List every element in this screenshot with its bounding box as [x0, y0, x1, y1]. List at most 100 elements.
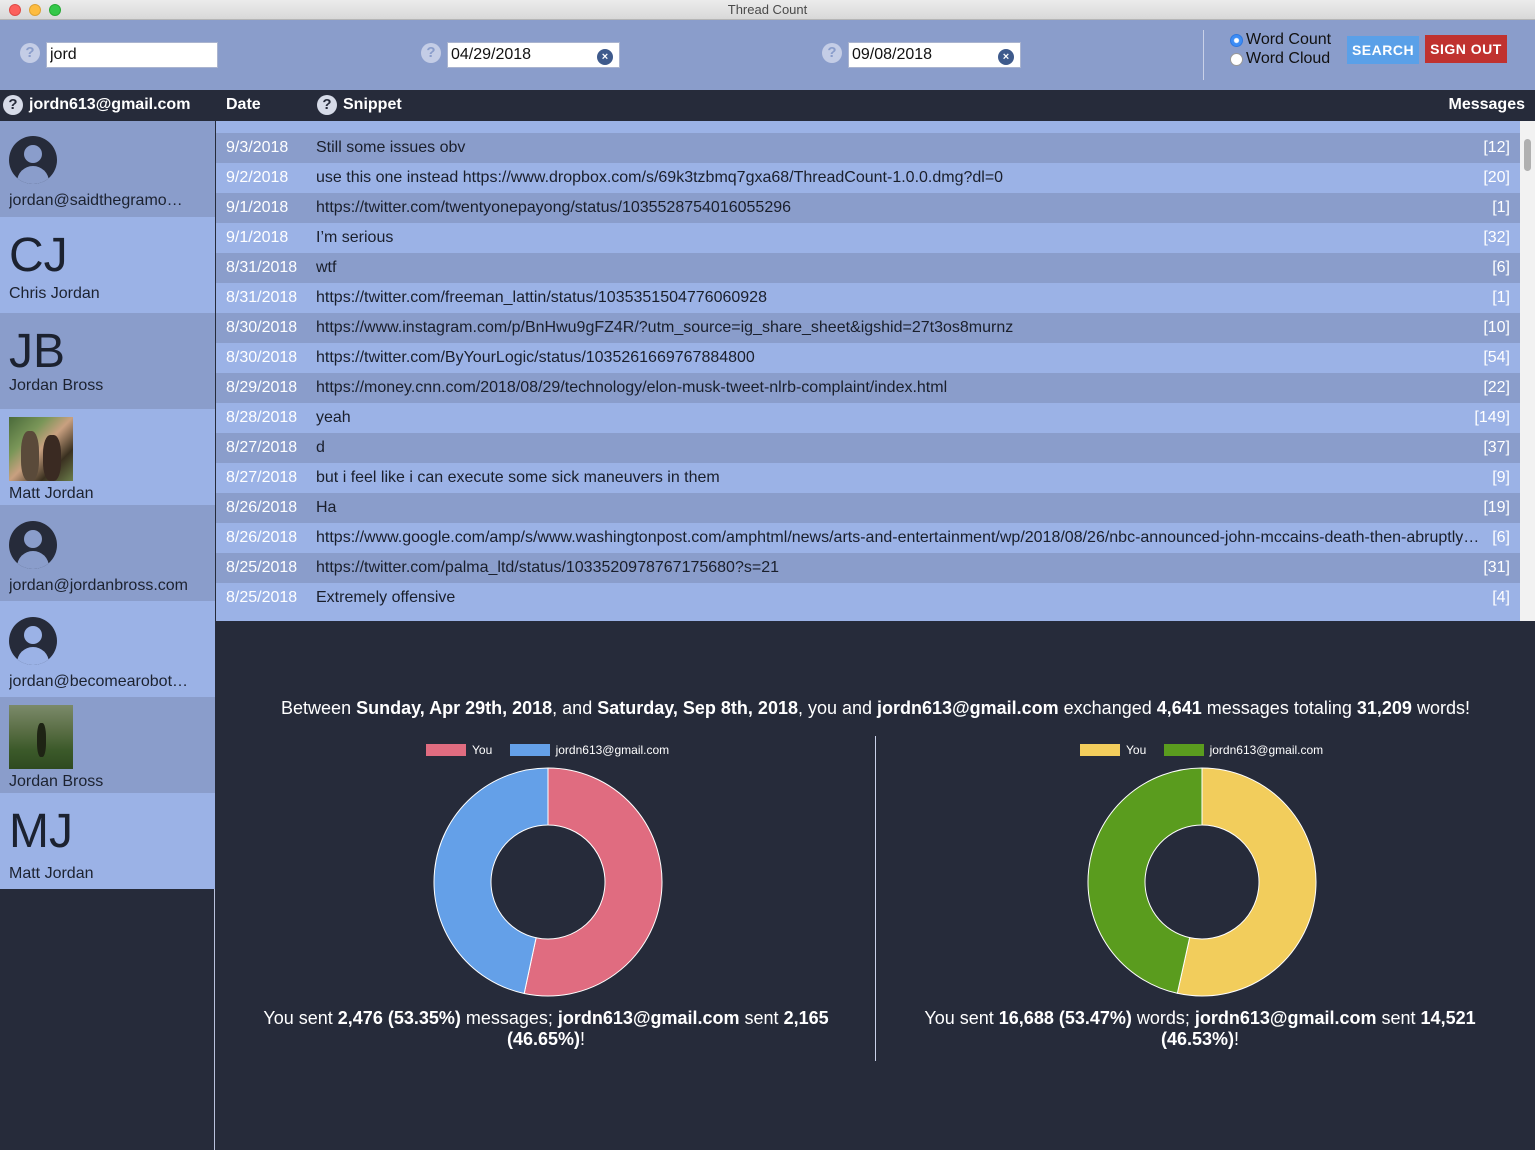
- table-row[interactable]: 9/2/2018 use this one instead https://www…: [216, 163, 1520, 193]
- message-date: 8/31/2018: [226, 259, 298, 276]
- minimize-window-button[interactable]: [29, 4, 41, 16]
- person-icon: [9, 617, 57, 665]
- contact-item[interactable]: Matt Jordan: [0, 409, 215, 505]
- table-row[interactable]: 8/25/2018 Extremely offensive [4]: [216, 583, 1520, 613]
- messages-chart-caption: You sent 2,476 (53.35%) messages; jordn6…: [236, 1008, 856, 1050]
- message-count: [10]: [1483, 319, 1510, 336]
- table-row[interactable]: 9/3/2018 Still some issues obv [12]: [216, 133, 1520, 163]
- messages-chart-legend: You jordn613@gmail.com: [426, 743, 683, 757]
- contact-search-input[interactable]: [46, 42, 218, 68]
- legend-label: jordn613@gmail.com: [555, 743, 670, 757]
- table-row[interactable]: 8/27/2018 d [37]: [216, 433, 1520, 463]
- message-snippet: I’m serious: [316, 229, 394, 246]
- table-row[interactable]: 8/27/2018 but i feel like i can execute s…: [216, 463, 1520, 493]
- radio-selected-icon[interactable]: [1230, 34, 1243, 47]
- help-icon[interactable]: ?: [317, 95, 337, 115]
- legend-swatch[interactable]: [509, 744, 550, 756]
- help-icon[interactable]: ?: [421, 43, 441, 63]
- chart-divider: [875, 736, 876, 1061]
- clear-end-date-icon[interactable]: ×: [998, 49, 1014, 65]
- message-count: [22]: [1483, 379, 1510, 396]
- legend-swatch[interactable]: [1080, 744, 1120, 756]
- message-count: [4]: [1492, 589, 1510, 606]
- table-row[interactable]: 8/31/2018 wtf [6]: [216, 253, 1520, 283]
- table-row[interactable]: [216, 613, 1520, 621]
- contact-item[interactable]: Jordan Bross: [0, 697, 215, 793]
- table-row[interactable]: 8/31/2018 https://twitter.com/freeman_lat…: [216, 283, 1520, 313]
- message-snippet: wtf: [316, 259, 337, 276]
- column-header-date[interactable]: Date: [226, 96, 261, 113]
- legend-label: jordn613@gmail.com: [1209, 743, 1324, 757]
- contact-item[interactable]: CJ Chris Jordan: [0, 217, 215, 313]
- summary-text: , you and: [797, 698, 878, 718]
- message-date: 8/28/2018: [226, 409, 298, 426]
- table-row[interactable]: 8/30/2018 https://www.instagram.com/p/BnH…: [216, 313, 1520, 343]
- close-window-button[interactable]: [9, 4, 21, 16]
- table-row[interactable]: 9/1/2018 I’m serious [32]: [216, 223, 1520, 253]
- message-count: [12]: [1483, 139, 1510, 156]
- donut-slice-you[interactable]: [523, 767, 663, 997]
- stats-panel: Between Sunday, Apr 29th, 2018, and Satu…: [216, 621, 1535, 1150]
- sign-out-button[interactable]: SIGN OUT: [1425, 35, 1507, 63]
- contact-item[interactable]: jordan@becomearobot…: [0, 601, 215, 697]
- contact-initials: MJ: [9, 805, 73, 858]
- legend-swatch[interactable]: [426, 744, 466, 756]
- message-count: [6]: [1492, 529, 1510, 546]
- table-row[interactable]: 8/29/2018 https://money.cnn.com/2018/08/2…: [216, 373, 1520, 403]
- message-snippet: https://twitter.com/ByYourLogic/status/1…: [316, 349, 755, 366]
- legend-swatch[interactable]: [1163, 744, 1204, 756]
- contact-name: Matt Jordan: [9, 485, 94, 502]
- table-row[interactable]: 8/30/2018 https://twitter.com/ByYourLogic…: [216, 343, 1520, 373]
- contact-item[interactable]: JB Jordan Bross: [0, 313, 215, 409]
- table-row[interactable]: [216, 121, 1520, 128]
- donut-slice-contact[interactable]: [1087, 767, 1203, 994]
- contact-name: Matt Jordan: [9, 865, 94, 882]
- message-count: [32]: [1483, 229, 1510, 246]
- message-date: 8/25/2018: [226, 589, 298, 606]
- title-bar: Thread Count: [0, 0, 1535, 20]
- summary-text: , and: [552, 698, 598, 718]
- donut-slice-you[interactable]: [1176, 767, 1317, 997]
- table-row[interactable]: 9/1/2018 https://twitter.com/twentyonepay…: [216, 193, 1520, 223]
- contact-item[interactable]: jordan@jordanbross.com: [0, 505, 215, 601]
- summary-start-date: Sunday, Apr 29th, 2018: [356, 698, 553, 718]
- message-table[interactable]: 9/3/2018 Still some issues obv [12] 9/2/201…: [216, 121, 1535, 621]
- clear-start-date-icon[interactable]: ×: [597, 49, 613, 65]
- radio-unselected-icon[interactable]: [1230, 53, 1243, 66]
- contact-photo: [9, 705, 73, 769]
- message-snippet: but i feel like i can execute some sick …: [316, 469, 720, 486]
- search-button[interactable]: SEARCH: [1347, 36, 1419, 64]
- message-date: 8/31/2018: [226, 289, 298, 306]
- legend-label: You: [1126, 743, 1147, 757]
- message-snippet: https://www.instagram.com/p/BnHwu9gFZ4R/…: [316, 319, 1014, 336]
- scrollbar-thumb[interactable]: [1524, 139, 1531, 171]
- donut-slice-contact[interactable]: [433, 767, 549, 995]
- zoom-window-button[interactable]: [49, 4, 61, 16]
- contact-item[interactable]: MJ Matt Jordan: [0, 793, 215, 889]
- message-count: [149]: [1474, 409, 1510, 426]
- table-scrollbar[interactable]: [1520, 121, 1535, 621]
- toolbar-divider: [1203, 30, 1204, 80]
- contact-photo: [9, 417, 73, 481]
- caption-text: You sent: [263, 1008, 338, 1028]
- contact-item[interactable]: jordan@saidthegramo…: [0, 121, 215, 217]
- contact-name: Jordan Bross: [9, 773, 104, 790]
- end-date-field[interactable]: [848, 42, 1021, 68]
- message-count: [6]: [1492, 259, 1510, 276]
- help-icon[interactable]: ?: [822, 43, 842, 63]
- summary-text: Between: [281, 698, 357, 718]
- help-icon[interactable]: ?: [3, 95, 23, 115]
- contact-name: Jordan Bross: [9, 377, 104, 394]
- table-row[interactable]: 8/28/2018 yeah [149]: [216, 403, 1520, 433]
- table-row[interactable]: 8/25/2018 https://twitter.com/palma_ltd/s…: [216, 553, 1520, 583]
- start-date-field[interactable]: [447, 42, 620, 68]
- message-snippet: yeah: [316, 409, 351, 426]
- column-header-snippet[interactable]: Snippet: [343, 96, 402, 113]
- help-icon[interactable]: ?: [20, 43, 40, 63]
- table-row[interactable]: 8/26/2018 Ha [19]: [216, 493, 1520, 523]
- table-row[interactable]: 8/26/2018 https://www.google.com/amp/s/ww…: [216, 523, 1520, 553]
- message-snippet: https://twitter.com/freeman_lattin/statu…: [316, 289, 767, 306]
- column-header-messages[interactable]: Messages: [1448, 96, 1526, 113]
- words-chart-caption: You sent 16,688 (53.47%) words; jordn613…: [890, 1008, 1510, 1050]
- window-title: Thread Count: [727, 2, 808, 17]
